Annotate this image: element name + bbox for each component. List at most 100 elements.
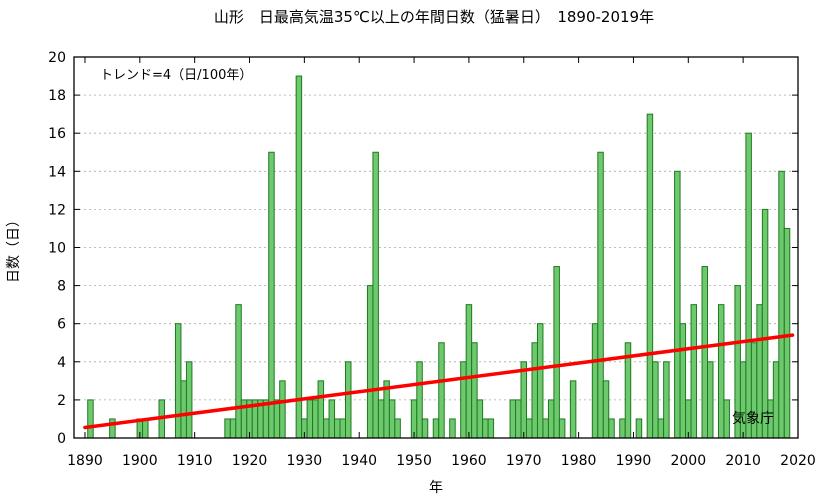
gridlines <box>74 94 798 401</box>
bar-1943 <box>372 151 379 439</box>
bar-2018 <box>783 227 791 439</box>
bar-2003 <box>701 266 708 439</box>
bar-2017 <box>778 170 785 439</box>
bar-1995 <box>657 418 665 439</box>
x-tick-label: 1930 <box>287 453 323 469</box>
bar-1907 <box>174 323 182 439</box>
bars <box>87 75 791 439</box>
axis-ticks <box>74 56 799 439</box>
bar-1934 <box>323 418 330 439</box>
bar-1924 <box>268 151 275 439</box>
bar-1917 <box>229 418 237 439</box>
bar-1968 <box>509 399 517 439</box>
y-tick-label: 8 <box>57 279 66 295</box>
y-tick-label: 16 <box>48 126 66 142</box>
bar-2001 <box>690 304 698 439</box>
bar-1952 <box>421 418 429 439</box>
bar-1961 <box>471 342 478 439</box>
bar-1895 <box>109 418 116 439</box>
bar-1955 <box>438 342 445 439</box>
x-axis-label: 年 <box>429 480 443 496</box>
bar-1937 <box>339 418 346 439</box>
bar-1972 <box>531 342 538 439</box>
bar-1908 <box>180 380 187 439</box>
bar-1916 <box>224 418 231 439</box>
bar-1993 <box>646 113 654 439</box>
bar-1901 <box>142 418 149 439</box>
bar-2007 <box>723 399 730 439</box>
bar-1976 <box>553 266 560 439</box>
x-tick-label: 2010 <box>725 453 761 469</box>
bar-1936 <box>334 418 341 439</box>
bar-1954 <box>432 418 440 439</box>
x-tick-label: 2020 <box>780 453 816 469</box>
bar-1909 <box>185 361 193 439</box>
x-tick-label: 1940 <box>341 453 377 469</box>
bar-1986 <box>608 418 615 439</box>
bar-1973 <box>536 323 544 439</box>
bar-1971 <box>526 418 533 439</box>
bar-1891 <box>87 399 94 439</box>
trend-annotation: トレンド=4（日/100年） <box>100 68 252 83</box>
bar-1975 <box>547 399 555 439</box>
x-tick-label: 1910 <box>177 453 213 469</box>
bar-1933 <box>317 380 325 439</box>
y-tick-labels: 0 2 4 6 8 10 12 14 16 18 20 <box>48 50 66 447</box>
y-tick-label: 6 <box>57 317 66 333</box>
y-tick-label: 20 <box>48 50 66 66</box>
bar-1970 <box>520 361 527 439</box>
chart-title: 山形 日最高気温35℃以上の年間日数（猛暑日） 1890-2019年 <box>214 8 654 26</box>
y-tick-label: 14 <box>48 164 66 180</box>
x-tick-label: 1970 <box>506 453 542 469</box>
x-tick-label: 1990 <box>616 453 652 469</box>
x-tick-label: 1900 <box>122 453 158 469</box>
bar-1946 <box>388 399 396 439</box>
y-axis-label: 日数（日） <box>6 213 22 283</box>
bar-1994 <box>652 361 659 439</box>
bar-2014 <box>761 208 769 439</box>
y-tick-label: 2 <box>57 393 66 409</box>
bar-1935 <box>328 399 336 439</box>
bar-2011 <box>745 132 752 439</box>
bar-2004 <box>707 361 714 439</box>
bar-1985 <box>602 380 610 439</box>
bar-2016 <box>772 361 780 439</box>
bar-1951 <box>416 361 423 439</box>
bar-1947 <box>394 418 401 439</box>
bar-1925 <box>273 399 281 439</box>
bar-1926 <box>279 380 286 439</box>
y-tick-label: 4 <box>57 355 66 371</box>
bar-1932 <box>312 399 319 439</box>
bar-1918 <box>235 304 242 439</box>
bar-1991 <box>635 418 643 439</box>
bar-1964 <box>487 418 495 439</box>
x-tick-label: 1980 <box>561 453 597 469</box>
bar-1960 <box>465 304 473 439</box>
x-tick-label: 1920 <box>232 453 268 469</box>
y-tick-label: 10 <box>48 241 66 257</box>
x-tick-label: 1960 <box>451 453 487 469</box>
bar-2006 <box>717 304 725 439</box>
y-tick-label: 12 <box>48 202 66 218</box>
bar-1963 <box>482 418 489 439</box>
bar-1984 <box>597 151 604 439</box>
bar-1931 <box>306 399 314 439</box>
bar-1974 <box>542 418 549 439</box>
bar-1983 <box>591 323 599 439</box>
source-label: 気象庁 <box>732 411 774 427</box>
bar-1979 <box>569 380 577 439</box>
bar-1957 <box>449 418 456 439</box>
x-tick-label: 1950 <box>396 453 432 469</box>
bar-1977 <box>558 418 566 439</box>
bar-1969 <box>515 399 522 439</box>
y-tick-label: 18 <box>48 88 66 104</box>
bar-1938 <box>345 361 352 439</box>
bar-1998 <box>674 170 681 439</box>
x-tick-label: 1890 <box>67 453 103 469</box>
bar-1944 <box>377 399 385 439</box>
bar-1942 <box>366 285 374 439</box>
bar-1929 <box>295 75 303 439</box>
bar-1988 <box>619 418 626 439</box>
bar-1996 <box>663 361 670 439</box>
